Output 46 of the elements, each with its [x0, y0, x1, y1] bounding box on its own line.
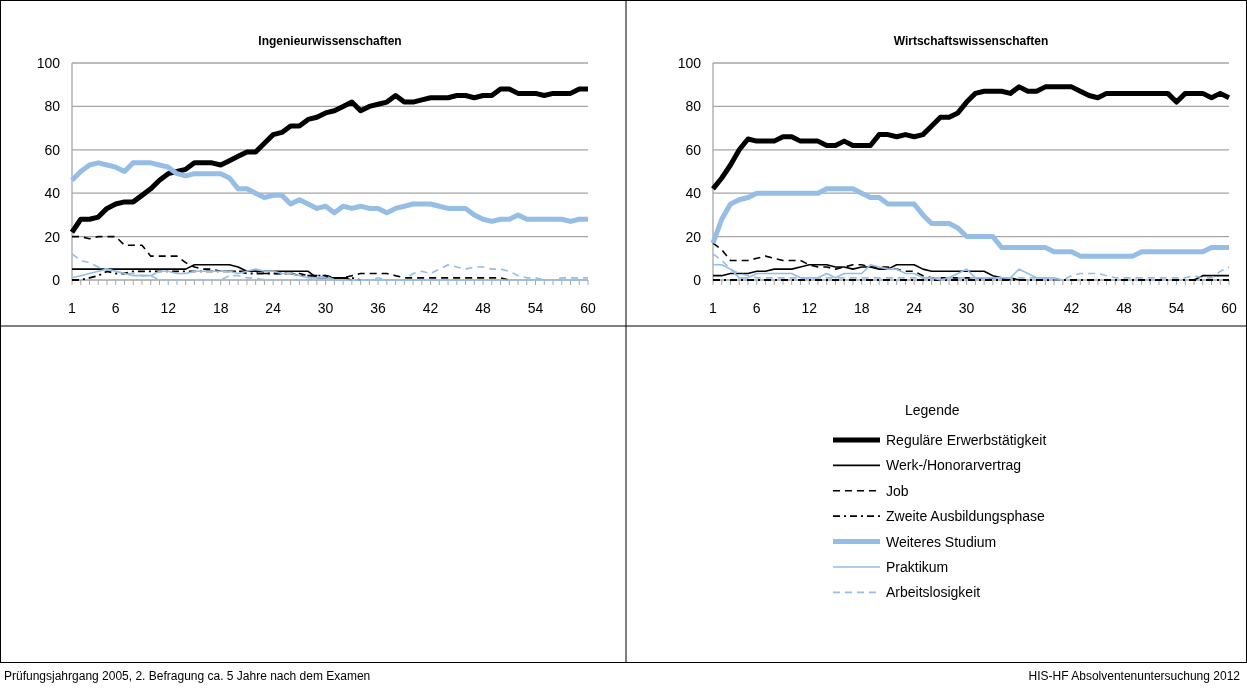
x-tick-label: 54 — [1168, 300, 1185, 316]
legend-label: Reguläre Erwerbstätigkeit — [886, 432, 1047, 448]
x-tick-label: 36 — [370, 300, 387, 316]
legend-label: Weiteres Studium — [886, 533, 997, 550]
legend-label: Praktikum — [886, 559, 949, 575]
y-tick-label: 0 — [52, 272, 61, 288]
x-tick-label: 48 — [1116, 300, 1133, 316]
x-tick-label: 48 — [475, 300, 492, 316]
legend-label: Job — [886, 482, 909, 499]
x-tick-label: 12 — [801, 300, 818, 316]
chart-title: Wirtschaftswissenschaften — [893, 34, 1049, 48]
chart-title: Ingenieurwissenschaften — [258, 34, 402, 48]
text: Prüfungsjahrgang 2005, 2. Befragung ca. 5 Jahre nach dem Examen — [4, 669, 371, 683]
legend-title: Legende — [905, 402, 960, 418]
y-tick-label: 0 — [693, 272, 702, 288]
x-tick-label: 6 — [752, 300, 761, 316]
x-tick-label: 30 — [958, 300, 975, 316]
x-tick-label: 24 — [906, 300, 923, 316]
legend-label: Werk-/Honorarvertrag — [886, 457, 1022, 474]
x-tick-label: 36 — [1011, 300, 1028, 316]
y-tick-label: 60 — [685, 141, 702, 158]
y-tick-label: 100 — [36, 55, 61, 71]
x-tick-label: 60 — [1221, 300, 1237, 316]
x-tick-label: 12 — [160, 300, 177, 316]
legend-label: Zweite Ausbildungsphase — [886, 508, 1045, 525]
y-tick-label: 80 — [685, 98, 702, 115]
y-tick-label: 100 — [677, 55, 702, 71]
x-tick-label: 54 — [527, 300, 544, 316]
legend-label: Arbeitslosigkeit — [886, 584, 981, 601]
x-tick-label: 42 — [1063, 300, 1080, 316]
x-tick-label: 42 — [422, 300, 439, 316]
y-tick-label: 80 — [44, 98, 61, 115]
y-tick-label: 60 — [44, 141, 61, 158]
x-tick-label: 1 — [68, 300, 77, 316]
y-tick-label: 40 — [44, 185, 61, 202]
x-tick-label: 24 — [265, 300, 282, 316]
x-tick-label: 1 — [709, 300, 718, 316]
y-tick-label: 40 — [685, 185, 702, 202]
text: HIS-HF Absolventenuntersuchung 2012 — [1028, 669, 1241, 683]
y-tick-label: 20 — [44, 228, 61, 245]
x-tick-label: 60 — [580, 300, 596, 316]
x-tick-label: 18 — [853, 300, 870, 316]
x-tick-label: 18 — [212, 300, 229, 316]
x-tick-label: 30 — [317, 300, 334, 316]
y-tick-label: 20 — [685, 228, 702, 245]
x-tick-label: 6 — [111, 300, 120, 316]
